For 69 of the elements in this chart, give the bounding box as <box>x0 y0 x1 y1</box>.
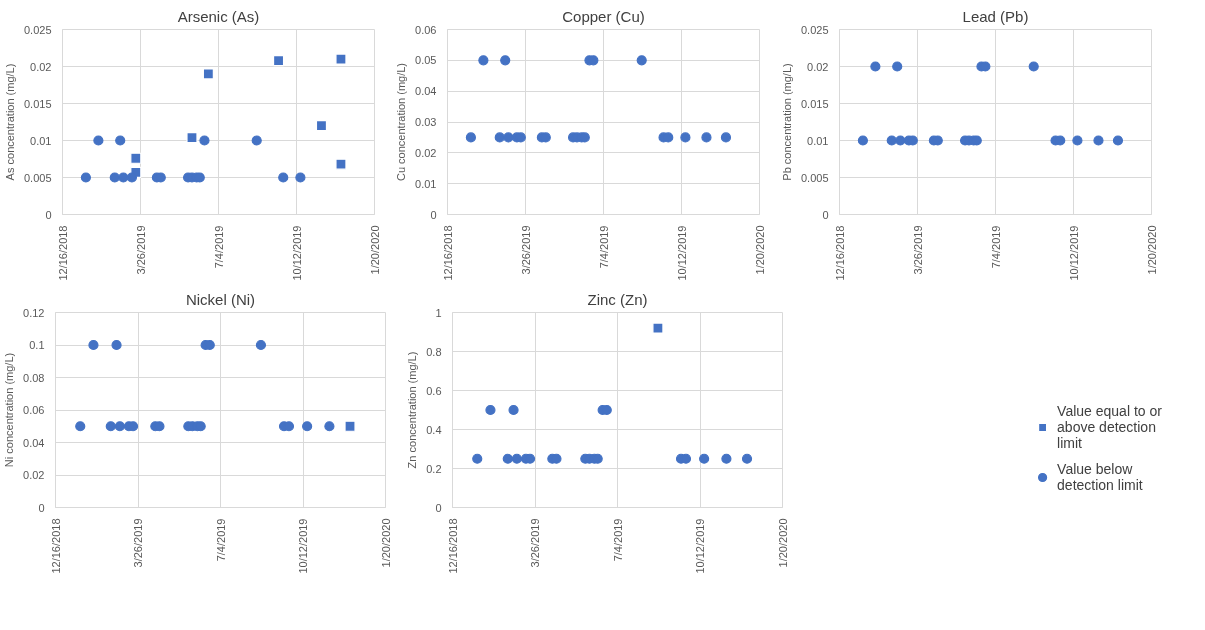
y-axis-title: As concentration (mg/L) <box>3 63 16 181</box>
x-tick-label: 1/20/2020 <box>368 225 381 275</box>
y-tick-label: 0.02 <box>807 60 829 73</box>
y-axis-title: Pb concentration (mg/L) <box>780 63 793 181</box>
x-tick-label: 7/4/2019 <box>611 518 624 562</box>
y-tick-label: 0.04 <box>415 85 437 98</box>
y-tick-label: 0.4 <box>426 423 442 436</box>
y-tick-label: 0 <box>38 501 45 514</box>
x-tick-label: 12/16/2018 <box>56 225 69 281</box>
y-tick-label: 0.01 <box>30 134 52 147</box>
y-axis-title: Ni concentration (mg/L) <box>3 352 16 468</box>
y-tick-label: 0.03 <box>415 116 437 128</box>
x-tick-label: 7/4/2019 <box>212 225 225 269</box>
chart-title: Copper (Cu) <box>562 7 645 25</box>
x-tick-label: 3/26/2019 <box>132 518 144 568</box>
y-tick-label: 0.01 <box>415 177 437 190</box>
x-tick-label: 10/12/2019 <box>290 225 303 281</box>
y-tick-label: 0.015 <box>23 97 52 110</box>
y-axis-title: Zn concentration (mg/L) <box>406 351 419 469</box>
y-tick-label: 0.08 <box>23 371 45 384</box>
y-tick-label: 0.1 <box>29 339 45 351</box>
y-tick-label: 0 <box>435 501 442 514</box>
x-tick-label: 7/4/2019 <box>214 518 227 562</box>
x-tick-label: 3/26/2019 <box>529 518 541 568</box>
y-tick-label: 0.8 <box>426 345 442 358</box>
y-tick-label: 0.02 <box>23 469 45 481</box>
x-tick-label: 3/26/2019 <box>519 225 532 275</box>
x-tick-label: 7/4/2019 <box>597 225 610 269</box>
y-tick-label: 0.06 <box>415 23 437 36</box>
chart-title: Zinc (Zn) <box>587 290 648 308</box>
y-tick-label: 0.12 <box>23 306 45 319</box>
y-tick-label: 0.015 <box>800 97 829 110</box>
y-tick-label: 0.05 <box>415 54 437 67</box>
y-tick-label: 0.04 <box>23 436 45 449</box>
chart-title: Nickel (Ni) <box>185 290 256 308</box>
y-tick-label: 0.02 <box>415 146 437 159</box>
x-tick-label: 1/20/2020 <box>1145 225 1158 275</box>
y-tick-label: 0.005 <box>23 171 52 184</box>
legend-label: Value below detection limit <box>1057 460 1143 495</box>
x-tick-label: 3/26/2019 <box>911 225 924 275</box>
y-tick-label: 0 <box>430 208 437 221</box>
y-tick-label: 0.2 <box>426 462 442 475</box>
y-tick-label: 0.025 <box>800 23 829 36</box>
x-tick-label: 12/16/2018 <box>49 518 62 574</box>
x-tick-label: 12/16/2018 <box>441 225 454 281</box>
x-tick-label: 10/12/2019 <box>694 518 706 574</box>
x-tick-label: 10/12/2019 <box>675 225 688 281</box>
legend-label: Value equal to or above detection limit <box>1057 403 1162 451</box>
y-tick-label: 0.6 <box>426 384 442 397</box>
y-tick-label: 0.025 <box>23 23 52 36</box>
chart-title: Arsenic (As) <box>177 7 260 25</box>
y-tick-label: 0 <box>822 208 829 221</box>
x-tick-label: 10/12/2019 <box>297 518 309 574</box>
y-tick-label: 0.01 <box>807 134 829 147</box>
x-tick-label: 1/20/2020 <box>753 225 766 275</box>
y-tick-label: 0 <box>45 208 52 221</box>
x-tick-label: 10/12/2019 <box>1067 225 1080 281</box>
x-tick-label: 1/20/2020 <box>776 518 789 568</box>
x-tick-label: 3/26/2019 <box>134 225 147 275</box>
x-tick-label: 12/16/2018 <box>446 518 459 574</box>
y-axis-title: Cu concentration (mg/L) <box>395 63 408 181</box>
y-tick-label: 0.005 <box>800 171 829 184</box>
y-tick-label: 0.06 <box>23 404 45 416</box>
x-tick-label: 1/20/2020 <box>379 518 392 568</box>
x-tick-label: 12/16/2018 <box>833 225 846 281</box>
y-tick-label: 0.02 <box>30 60 52 73</box>
x-tick-label: 7/4/2019 <box>989 225 1002 269</box>
chart-title: Lead (Pb) <box>962 7 1029 25</box>
y-tick-label: 1 <box>435 306 442 319</box>
